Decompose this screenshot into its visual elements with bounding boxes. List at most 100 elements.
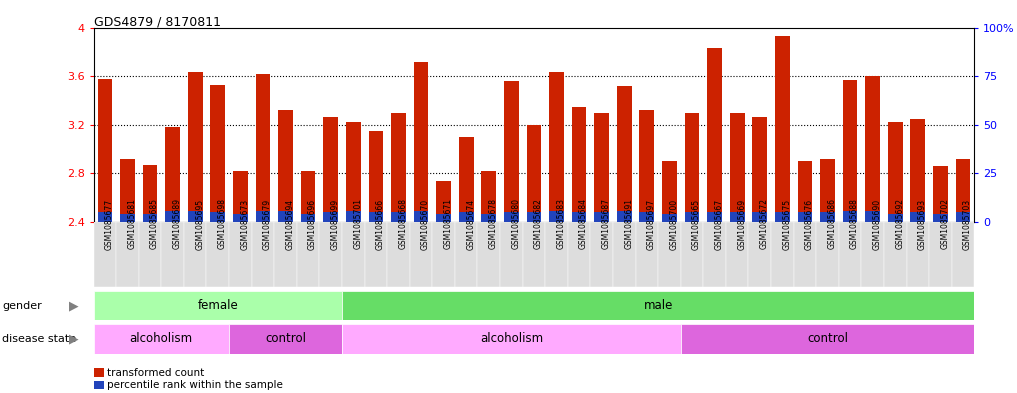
- Text: control: control: [807, 332, 848, 345]
- Bar: [436, 181, 451, 222]
- Text: alcoholism: alcoholism: [480, 332, 543, 345]
- Bar: [775, 212, 789, 222]
- Bar: [410, 222, 432, 287]
- Bar: [94, 291, 342, 320]
- Bar: [142, 165, 158, 222]
- Bar: [251, 222, 275, 287]
- Bar: [459, 212, 474, 222]
- Bar: [567, 222, 591, 287]
- Bar: [797, 212, 813, 222]
- Text: GSM1085698: GSM1085698: [218, 198, 227, 250]
- Text: GSM1085699: GSM1085699: [331, 198, 340, 250]
- Bar: [188, 72, 202, 222]
- Bar: [636, 222, 658, 287]
- Bar: [771, 222, 793, 287]
- Bar: [523, 222, 545, 287]
- Bar: [142, 213, 158, 222]
- Bar: [820, 212, 835, 222]
- Text: GSM1085683: GSM1085683: [556, 198, 565, 250]
- Text: GSM1085681: GSM1085681: [127, 198, 136, 250]
- Bar: [545, 222, 567, 287]
- Bar: [933, 213, 948, 222]
- Bar: [956, 159, 970, 222]
- Bar: [594, 113, 609, 222]
- Text: GSM1085701: GSM1085701: [353, 198, 362, 250]
- Bar: [279, 211, 293, 222]
- Bar: [342, 222, 364, 287]
- Bar: [504, 212, 519, 222]
- Bar: [323, 212, 338, 222]
- Text: disease state: disease state: [2, 334, 76, 344]
- Text: transformed count: transformed count: [107, 367, 204, 378]
- Text: GSM1085666: GSM1085666: [376, 198, 384, 250]
- Text: GSM1085675: GSM1085675: [782, 198, 791, 250]
- Bar: [166, 211, 180, 222]
- Bar: [753, 212, 767, 222]
- Text: GSM1085670: GSM1085670: [421, 198, 430, 250]
- Bar: [730, 113, 744, 222]
- Bar: [640, 212, 654, 222]
- Text: GSM1085691: GSM1085691: [624, 198, 634, 250]
- Text: GSM1085689: GSM1085689: [173, 198, 182, 250]
- Bar: [319, 222, 342, 287]
- Bar: [233, 171, 248, 222]
- Text: GSM1085674: GSM1085674: [466, 198, 475, 250]
- Bar: [477, 222, 500, 287]
- Text: GSM1085676: GSM1085676: [804, 198, 814, 250]
- Text: GSM1085673: GSM1085673: [240, 198, 249, 250]
- Text: GSM1085677: GSM1085677: [105, 198, 114, 250]
- Bar: [297, 222, 319, 287]
- Text: GSM1085692: GSM1085692: [895, 198, 904, 250]
- Bar: [775, 36, 789, 222]
- Bar: [797, 161, 813, 222]
- Bar: [455, 222, 477, 287]
- Bar: [432, 222, 455, 287]
- Bar: [865, 76, 880, 222]
- Bar: [98, 79, 112, 222]
- Bar: [617, 86, 632, 222]
- Bar: [591, 222, 613, 287]
- Bar: [229, 222, 251, 287]
- Bar: [861, 222, 884, 287]
- Bar: [572, 212, 587, 222]
- Bar: [843, 211, 857, 222]
- Text: gender: gender: [2, 301, 42, 310]
- Bar: [346, 122, 361, 222]
- Bar: [910, 212, 925, 222]
- Bar: [707, 48, 722, 222]
- Bar: [346, 211, 361, 222]
- Bar: [640, 110, 654, 222]
- Bar: [684, 212, 700, 222]
- Bar: [275, 222, 297, 287]
- Text: male: male: [644, 299, 673, 312]
- Bar: [793, 222, 817, 287]
- Bar: [527, 125, 541, 222]
- Text: GSM1085686: GSM1085686: [828, 198, 837, 250]
- Bar: [504, 81, 519, 222]
- Bar: [613, 222, 636, 287]
- Bar: [658, 222, 680, 287]
- Bar: [888, 122, 902, 222]
- Text: GSM1085696: GSM1085696: [308, 198, 317, 250]
- Bar: [884, 222, 906, 287]
- Text: GSM1085669: GSM1085669: [737, 198, 746, 250]
- Text: GSM1085694: GSM1085694: [286, 198, 295, 250]
- Text: GDS4879 / 8170811: GDS4879 / 8170811: [94, 16, 221, 29]
- Bar: [572, 107, 587, 222]
- Text: ▶: ▶: [69, 299, 78, 312]
- Text: GSM1085672: GSM1085672: [760, 198, 769, 250]
- Bar: [211, 84, 225, 222]
- Bar: [726, 222, 749, 287]
- Bar: [817, 222, 839, 287]
- Bar: [188, 211, 202, 222]
- Bar: [301, 213, 315, 222]
- Bar: [392, 113, 406, 222]
- Bar: [98, 212, 112, 222]
- Text: GSM1085671: GSM1085671: [443, 198, 453, 250]
- Bar: [138, 222, 162, 287]
- Bar: [930, 222, 952, 287]
- Bar: [500, 222, 523, 287]
- Text: ▶: ▶: [69, 332, 78, 345]
- Bar: [662, 213, 676, 222]
- Bar: [229, 324, 342, 354]
